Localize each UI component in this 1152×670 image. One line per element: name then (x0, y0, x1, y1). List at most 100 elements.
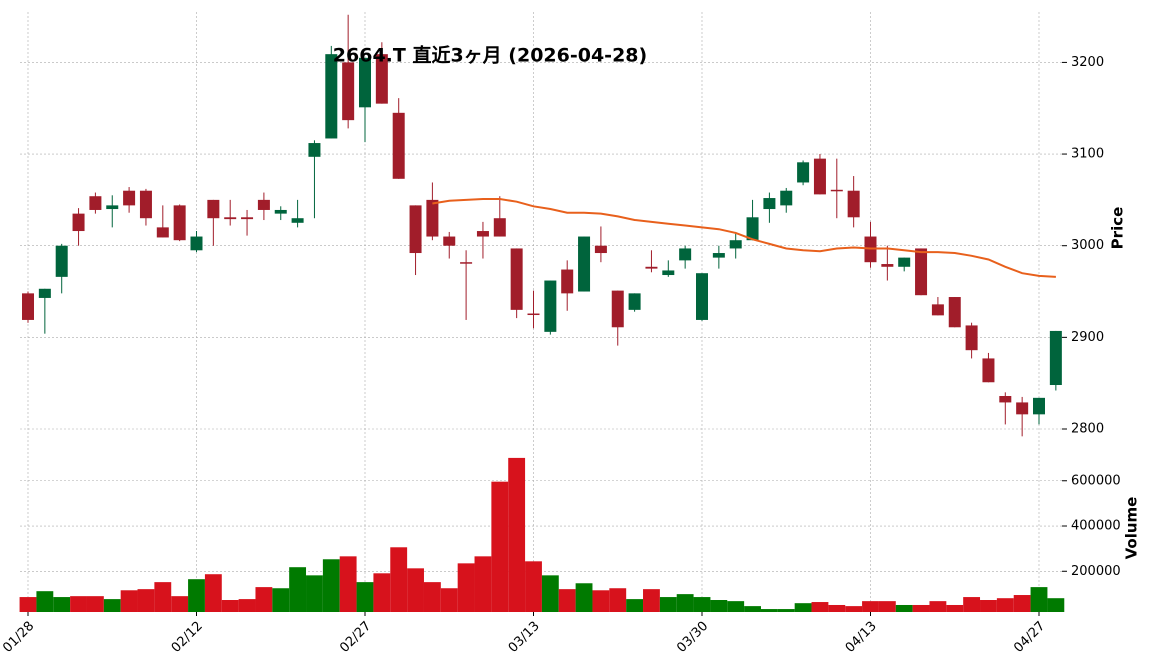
volume-bar (474, 556, 492, 612)
candle-body (460, 262, 473, 264)
candle-body (931, 304, 944, 316)
candle-body (813, 158, 826, 195)
candle-body (476, 231, 489, 237)
volume-bar (676, 594, 694, 612)
volume-bar (592, 590, 610, 612)
volume-bar (53, 597, 71, 612)
volume-bar (643, 589, 660, 612)
volume-bar (558, 589, 576, 612)
volume-bar (70, 596, 87, 612)
volume-tick-label: 200000 (1071, 564, 1121, 579)
candle-body (662, 270, 675, 276)
volume-bar (710, 600, 728, 612)
candle-body (308, 143, 321, 157)
volume-bar (171, 596, 189, 612)
volume-bar (575, 583, 593, 612)
volume-bar (862, 601, 879, 612)
volume-bar (120, 590, 138, 612)
y-tick-label: 3200 (1071, 55, 1104, 70)
candle-body (106, 205, 119, 210)
candle-body (611, 290, 624, 328)
volume-bar (306, 575, 323, 612)
volume-bar (289, 567, 307, 612)
candle-body (38, 288, 51, 298)
volume-bar (322, 559, 340, 612)
candle-body (409, 205, 422, 254)
volume-bar (19, 597, 37, 612)
candle-body (72, 213, 85, 232)
volume-tick-label: 600000 (1071, 473, 1121, 488)
candle-body (375, 54, 388, 104)
candle-body (999, 396, 1012, 403)
candle-body (712, 253, 725, 258)
volume-bar (946, 604, 964, 612)
candle-body (257, 199, 270, 210)
candle-body (746, 217, 759, 241)
candle-body (830, 189, 843, 192)
candle-body (510, 248, 523, 310)
volume-bar (525, 561, 542, 612)
x-tick-label: 03/30 (674, 619, 711, 656)
volume-bar (440, 588, 458, 612)
volume-bar (727, 601, 745, 612)
volume-bar (137, 589, 155, 612)
volume-bar (508, 457, 526, 612)
volume-bar (929, 601, 947, 612)
candle-body (679, 248, 692, 261)
candle-body (291, 218, 304, 223)
volume-bar (878, 601, 896, 612)
volume-bar (895, 604, 913, 612)
y-tick-label: 2800 (1071, 422, 1104, 437)
volume-bar (744, 606, 761, 612)
x-tick-label: 04/13 (843, 619, 880, 656)
x-tick-label: 02/12 (169, 619, 206, 656)
volume-bar (238, 599, 256, 612)
volume-bar (356, 582, 374, 612)
candle-body (426, 199, 439, 237)
candle-body (982, 358, 995, 383)
candle-body (594, 245, 607, 254)
volume-bar (1013, 595, 1031, 612)
volume-tick-label: 400000 (1071, 519, 1121, 534)
candle-body (22, 293, 34, 320)
volume-bar (996, 598, 1014, 612)
volume-bar (777, 609, 795, 612)
volume-bar (963, 597, 981, 612)
candle-body (898, 257, 911, 267)
candle-body (797, 162, 810, 183)
volume-bar (491, 481, 509, 612)
candle-body (965, 325, 978, 351)
candle-body (342, 62, 355, 121)
volume-bar (811, 602, 829, 612)
volume-bar (154, 582, 172, 612)
volume-bar (272, 588, 290, 612)
volume-bar (828, 604, 846, 612)
candle-body (443, 236, 456, 246)
candle-body (224, 217, 237, 220)
candle-body (89, 196, 102, 210)
volume-bar (980, 600, 997, 612)
y-tick-label: 3000 (1071, 238, 1104, 253)
candle-body (173, 205, 186, 241)
candle-body (763, 198, 776, 210)
volume-bar (423, 582, 441, 612)
candle-body (139, 190, 152, 219)
volume-axis-label: Volume (1123, 497, 1141, 560)
candle-body (325, 54, 338, 139)
volume-bar (760, 609, 778, 612)
candle-body (527, 313, 540, 316)
candle-body (55, 245, 68, 277)
candle-body (493, 218, 506, 237)
candle-body (1049, 330, 1062, 386)
volume-bar (407, 568, 424, 612)
candle-body (1016, 402, 1029, 415)
candle-body (729, 240, 742, 249)
volume-bar (1047, 598, 1065, 612)
y-tick-label: 2900 (1071, 330, 1104, 345)
volume-bar (86, 596, 104, 612)
x-tick-label: 04/27 (1011, 619, 1048, 656)
volume-bar (188, 579, 205, 612)
candle-body (780, 190, 793, 206)
candle-body (190, 236, 203, 251)
